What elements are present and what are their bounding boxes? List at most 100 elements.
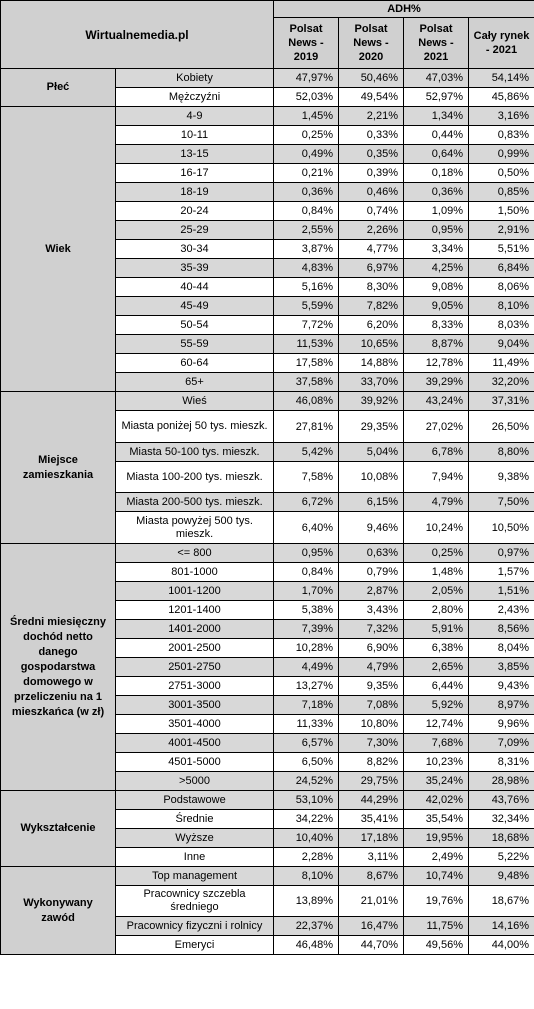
value-cell: 11,53%: [273, 334, 339, 354]
value-cell: 7,32%: [338, 619, 404, 639]
table-row: Średni miesięczny dochód netto danego go…: [0, 543, 534, 791]
value-cell: 10,24%: [403, 511, 469, 544]
value-cell: 10,40%: [273, 828, 339, 848]
value-cell: 9,05%: [403, 296, 469, 316]
value-cell: 7,94%: [403, 461, 469, 493]
table-row: Wyższe 10,40% 17,18% 19,95% 18,68%: [1, 828, 534, 848]
value-cell: 19,95%: [403, 828, 469, 848]
row-label: Kobiety: [115, 68, 274, 88]
value-cell: 0,95%: [403, 220, 469, 240]
value-cell: 1,50%: [468, 201, 534, 221]
column-header: Cały rynek - 2021: [468, 17, 534, 69]
row-label: Miasta 200-500 tys. mieszk.: [115, 492, 274, 512]
value-cell: 35,24%: [403, 771, 469, 791]
value-cell: 0,84%: [273, 562, 339, 582]
row-label: 25-29: [115, 220, 274, 240]
group-label: Wiek: [0, 106, 116, 392]
row-label: 45-49: [115, 296, 274, 316]
row-label: 50-54: [115, 315, 274, 335]
value-cell: 16,47%: [338, 916, 404, 936]
value-cell: 44,70%: [338, 935, 404, 955]
value-cell: 0,83%: [468, 125, 534, 145]
row-label: 1401-2000: [115, 619, 274, 639]
table-row: 60-64 17,58% 14,88% 12,78% 11,49%: [1, 353, 534, 373]
value-cell: 13,27%: [273, 676, 339, 696]
value-cell: 8,80%: [468, 442, 534, 462]
value-cell: 2,87%: [338, 581, 404, 601]
value-cell: 4,79%: [403, 492, 469, 512]
value-cell: 9,43%: [468, 676, 534, 696]
value-cell: 0,46%: [338, 182, 404, 202]
brand-title: Wirtualnemedia.pl: [0, 0, 274, 69]
row-label: Pracownicy fizyczni i rolnicy: [115, 916, 274, 936]
row-label: 2001-2500: [115, 638, 274, 658]
value-cell: 7,58%: [273, 461, 339, 493]
value-cell: 0,39%: [338, 163, 404, 183]
value-cell: 5,51%: [468, 239, 534, 259]
value-cell: 50,46%: [338, 68, 404, 88]
value-cell: 10,23%: [403, 752, 469, 772]
value-cell: 28,98%: [468, 771, 534, 791]
value-cell: 24,52%: [273, 771, 339, 791]
table-row: Mężczyźni 52,03% 49,54% 52,97% 45,86%: [1, 87, 534, 107]
row-label: Top management: [115, 866, 274, 886]
value-cell: 2,26%: [338, 220, 404, 240]
table-body: Płeć Kobiety 47,97% 50,46% 47,03% 54,14% Mężcz…: [0, 68, 534, 955]
value-cell: 0,21%: [273, 163, 339, 183]
row-label: Miasta 50-100 tys. mieszk.: [115, 442, 274, 462]
value-cell: 12,78%: [403, 353, 469, 373]
value-cell: 0,74%: [338, 201, 404, 221]
adh-table: Wirtualnemedia.pl ADH% Polsat News - 201…: [0, 0, 534, 955]
value-cell: 0,95%: [273, 543, 339, 563]
table-row: 1201-1400 5,38% 3,43% 2,80% 2,43%: [1, 600, 534, 620]
value-cell: 8,03%: [468, 315, 534, 335]
value-cell: 10,28%: [273, 638, 339, 658]
table-row: 3001-3500 7,18% 7,08% 5,92% 8,97%: [1, 695, 534, 715]
group-label: Wykonywany zawód: [0, 866, 116, 955]
value-cell: 10,08%: [338, 461, 404, 493]
value-cell: 0,99%: [468, 144, 534, 164]
row-label: 2751-3000: [115, 676, 274, 696]
value-cell: 2,80%: [403, 600, 469, 620]
row-label: Podstawowe: [115, 790, 274, 810]
value-cell: 13,89%: [273, 885, 339, 917]
value-cell: 14,88%: [338, 353, 404, 373]
table-row: 1001-1200 1,70% 2,87% 2,05% 1,51%: [1, 581, 534, 601]
value-cell: 1,57%: [468, 562, 534, 582]
value-cell: 0,18%: [403, 163, 469, 183]
value-cell: 9,04%: [468, 334, 534, 354]
value-cell: 6,72%: [273, 492, 339, 512]
value-cell: 8,33%: [403, 315, 469, 335]
value-cell: 11,33%: [273, 714, 339, 734]
table-row: Emeryci 46,48% 44,70% 49,56% 44,00%: [1, 935, 534, 955]
value-cell: 22,37%: [273, 916, 339, 936]
row-label: 65+: [115, 372, 274, 392]
value-cell: 47,03%: [403, 68, 469, 88]
value-cell: 34,22%: [273, 809, 339, 829]
value-cell: 4,83%: [273, 258, 339, 278]
value-cell: 0,33%: [338, 125, 404, 145]
value-cell: 52,03%: [273, 87, 339, 107]
row-label: Średnie: [115, 809, 274, 829]
value-cell: 6,90%: [338, 638, 404, 658]
table-row: Miasta poniżej 50 tys. mieszk. 27,81% 29,3…: [1, 410, 534, 443]
row-label: Miasta powyżej 500 tys. mieszk.: [115, 511, 274, 544]
value-cell: 11,49%: [468, 353, 534, 373]
value-cell: 6,57%: [273, 733, 339, 753]
value-cell: 43,76%: [468, 790, 534, 810]
value-cell: 26,50%: [468, 410, 534, 443]
value-cell: 0,35%: [338, 144, 404, 164]
row-label: 4-9: [115, 106, 274, 126]
value-cell: 53,10%: [273, 790, 339, 810]
row-label: 801-1000: [115, 562, 274, 582]
row-label: Wieś: [115, 391, 274, 411]
value-cell: 0,49%: [273, 144, 339, 164]
value-cell: 0,64%: [403, 144, 469, 164]
value-cell: 37,31%: [468, 391, 534, 411]
value-cell: 8,97%: [468, 695, 534, 715]
value-cell: 6,15%: [338, 492, 404, 512]
value-cell: 6,20%: [338, 315, 404, 335]
value-cell: 17,58%: [273, 353, 339, 373]
value-cell: 19,76%: [403, 885, 469, 917]
value-cell: 8,30%: [338, 277, 404, 297]
